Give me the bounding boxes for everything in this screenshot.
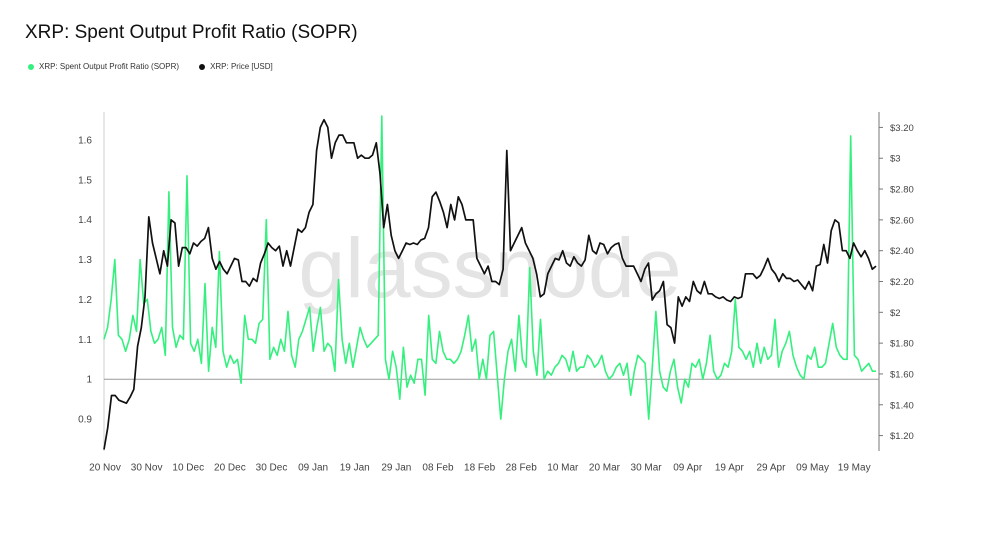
legend-item-sopr[interactable]: XRP: Spent Output Profit Ratio (SOPR) <box>28 62 179 71</box>
x-tick-label: 29 Jan <box>381 463 411 474</box>
y-right-tick-label: $2.40 <box>890 246 914 257</box>
y-right-tick-label: $2 <box>890 308 901 319</box>
legend-item-price[interactable]: XRP: Price [USD] <box>199 62 273 71</box>
legend-marker-sopr <box>28 63 34 70</box>
y-left-tick-label: 1.1 <box>78 335 92 346</box>
x-tick-label: 19 Jan <box>340 463 370 474</box>
y-right-tick-label: $2.20 <box>890 277 914 288</box>
y-left-tick-label: 1.6 <box>78 135 92 146</box>
x-tick-label: 10 Dec <box>172 463 204 474</box>
y-left-tick-label: 0.9 <box>78 415 92 426</box>
x-tick-label: 30 Dec <box>256 463 288 474</box>
y-right-tick-label: $3 <box>890 154 901 165</box>
x-tick-label: 18 Feb <box>464 463 496 474</box>
y-right-tick-label: $3.20 <box>890 123 914 134</box>
x-tick-label: 20 Dec <box>214 463 246 474</box>
y-right-tick-label: $1.40 <box>890 400 914 411</box>
watermark: glassnode <box>299 221 682 315</box>
legend-label-price: XRP: Price [USD] <box>210 62 273 71</box>
x-tick-label: 08 Feb <box>422 463 454 474</box>
series-line-price <box>103 118 877 450</box>
y-right-tick-label: $1.80 <box>890 339 914 350</box>
y-axis-left-ticks: 0.9 1 1.1 1.2 1.3 1.4 1.5 1.6 <box>78 135 92 425</box>
y-left-tick-label: 1 <box>86 375 92 386</box>
x-tick-label: 10 Mar <box>547 463 579 474</box>
x-axis-ticks: 20 Nov 30 Nov 10 Dec 20 Dec 30 Dec 09 Jan 19 J… <box>89 463 870 474</box>
chart-title: XRP: Spent Output Profit Ratio (SOPR) <box>25 22 358 43</box>
y-left-tick-label: 1.4 <box>78 215 92 226</box>
x-tick-label: 30 Mar <box>631 463 663 474</box>
x-tick-label: 28 Feb <box>506 463 538 474</box>
y-right-tick-label: $2.80 <box>890 185 914 196</box>
y-right-tick-label: $1.60 <box>890 369 914 380</box>
x-tick-label: 30 Nov <box>131 463 163 474</box>
x-tick-label: 20 Mar <box>589 463 621 474</box>
y-axis-right-ticks: $1.20 $1.40 $1.60 $1.80 $2 $2.20 $2.40 $2.60 $2.… <box>879 123 914 442</box>
y-right-tick-label: $2.60 <box>890 215 914 226</box>
x-tick-label: 29 Apr <box>756 463 786 474</box>
legend-label-sopr: XRP: Spent Output Profit Ratio (SOPR) <box>39 62 180 71</box>
y-left-tick-label: 1.3 <box>78 255 92 266</box>
x-tick-label: 19 Apr <box>715 463 745 474</box>
x-tick-label: 19 May <box>838 463 871 474</box>
y-left-tick-label: 1.2 <box>78 295 92 306</box>
y-left-tick-label: 1.5 <box>78 175 92 186</box>
legend: XRP: Spent Output Profit Ratio (SOPR) XR… <box>28 62 273 71</box>
x-tick-label: 09 Jan <box>298 463 328 474</box>
x-tick-label: 20 Nov <box>89 463 121 474</box>
x-tick-label: 09 May <box>796 463 829 474</box>
y-right-tick-label: $1.20 <box>890 431 914 442</box>
legend-marker-price <box>199 63 206 70</box>
series-line-sopr <box>103 115 876 420</box>
x-tick-label: 09 Apr <box>673 463 703 474</box>
